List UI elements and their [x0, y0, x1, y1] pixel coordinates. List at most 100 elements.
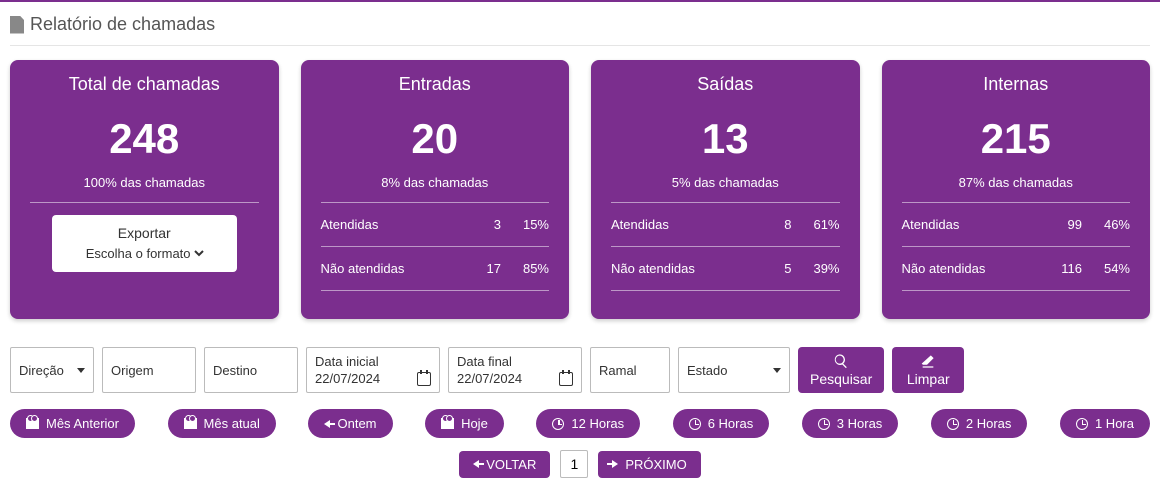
filters-row: Direção Origem Destino Data inicial 22/0… [10, 347, 1150, 393]
divider [30, 202, 259, 203]
clock-icon [947, 418, 959, 430]
card-saidas: Saídas 13 5% das chamadas Atendidas 8 61… [591, 60, 860, 319]
filter-direcao[interactable]: Direção [10, 347, 94, 393]
filter-ramal[interactable]: Ramal [590, 347, 670, 393]
filter-data-final[interactable]: Data final 22/07/2024 [448, 347, 582, 393]
card-total-subtitle: 100% das chamadas [30, 175, 259, 190]
filter-data-inicial-label: Data inicial [315, 354, 431, 369]
stat-pct: 54% [1082, 261, 1130, 276]
filter-destino-label: Destino [213, 363, 289, 378]
filter-data-inicial[interactable]: Data inicial 22/07/2024 [306, 347, 440, 393]
filter-estado-label: Estado [687, 363, 727, 378]
clock-icon [1076, 418, 1088, 430]
export-title: Exportar [60, 225, 229, 241]
card-saidas-title: Saídas [611, 74, 840, 95]
stat-count: 116 [1042, 261, 1082, 276]
calendar-range-icon [441, 418, 454, 429]
stat-label: Atendidas [902, 217, 1043, 232]
stat-pct: 61% [792, 217, 840, 232]
filter-data-inicial-value: 22/07/2024 [315, 371, 380, 386]
card-total-title: Total de chamadas [30, 74, 259, 95]
quick-label: 3 Horas [837, 416, 883, 431]
document-icon [10, 16, 24, 34]
filter-origem[interactable]: Origem [102, 347, 196, 393]
quick-label: Mês Anterior [46, 416, 119, 431]
limpar-button[interactable]: Limpar [892, 347, 964, 393]
stat-pct: 85% [501, 261, 549, 276]
quick-2h[interactable]: 2 Horas [931, 409, 1028, 438]
chevron-down-icon [773, 368, 781, 373]
divider [321, 202, 550, 203]
quick-mes-atual[interactable]: Mês atual [168, 409, 276, 438]
export-box: Exportar Escolha o formato [52, 215, 237, 272]
clock-icon [818, 418, 830, 430]
divider [321, 246, 550, 247]
quick-1h[interactable]: 1 Hora [1060, 409, 1150, 438]
card-internas-atendidas: Atendidas 99 46% [902, 211, 1131, 238]
card-internas-title: Internas [902, 74, 1131, 95]
quick-label: 2 Horas [966, 416, 1012, 431]
card-entradas-subtitle: 8% das chamadas [321, 175, 550, 190]
quick-mes-anterior[interactable]: Mês Anterior [10, 409, 135, 438]
card-entradas-nao-atendidas: Não atendidas 17 85% [321, 255, 550, 282]
pager-proximo-label: PRÓXIMO [625, 457, 686, 472]
filter-data-final-value: 22/07/2024 [457, 371, 522, 386]
stat-count: 99 [1042, 217, 1082, 232]
eraser-icon [920, 353, 936, 369]
filter-data-final-label: Data final [457, 354, 573, 369]
divider [902, 246, 1131, 247]
card-saidas-value: 13 [611, 115, 840, 163]
card-total-value: 248 [30, 115, 259, 163]
card-saidas-subtitle: 5% das chamadas [611, 175, 840, 190]
card-entradas: Entradas 20 8% das chamadas Atendidas 3 … [301, 60, 570, 319]
card-entradas-atendidas: Atendidas 3 15% [321, 211, 550, 238]
stat-pct: 39% [792, 261, 840, 276]
card-total: Total de chamadas 248 100% das chamadas … [10, 60, 279, 319]
stat-label: Atendidas [611, 217, 752, 232]
stat-count: 3 [461, 217, 501, 232]
stat-label: Não atendidas [902, 261, 1043, 276]
quick-label: Mês atual [204, 416, 260, 431]
search-icon [833, 353, 849, 369]
divider [611, 246, 840, 247]
pager-proximo-button[interactable]: PRÓXIMO [598, 451, 700, 478]
chevron-down-icon [77, 368, 85, 373]
stat-label: Não atendidas [611, 261, 752, 276]
quick-label: Hoje [461, 416, 488, 431]
quick-hoje[interactable]: Hoje [425, 409, 504, 438]
card-internas-nao-atendidas: Não atendidas 116 54% [902, 255, 1131, 282]
card-saidas-atendidas: Atendidas 8 61% [611, 211, 840, 238]
stat-count: 5 [752, 261, 792, 276]
filter-ramal-label: Ramal [599, 363, 661, 378]
quick-ontem[interactable]: Ontem [308, 409, 392, 438]
calendar-range-icon [184, 418, 197, 429]
filter-direcao-label: Direção [19, 363, 64, 378]
pager-voltar-label: VOLTAR [486, 457, 536, 472]
card-internas-subtitle: 87% das chamadas [902, 175, 1131, 190]
limpar-label: Limpar [907, 371, 950, 387]
pager: VOLTAR PRÓXIMO [10, 450, 1150, 478]
stat-label: Atendidas [321, 217, 462, 232]
quick-3h[interactable]: 3 Horas [802, 409, 899, 438]
calendar-icon [559, 372, 573, 386]
card-internas-value: 215 [902, 115, 1131, 163]
export-format-select[interactable]: Escolha o formato [82, 245, 207, 262]
page-title-text: Relatório de chamadas [30, 14, 215, 35]
pesquisar-button[interactable]: Pesquisar [798, 347, 884, 393]
quick-label: 1 Hora [1095, 416, 1134, 431]
pager-page-input[interactable] [560, 450, 588, 478]
quick-range-row: Mês Anterior Mês atual Ontem Hoje 12 Hor… [10, 409, 1150, 438]
stat-pct: 15% [501, 217, 549, 232]
quick-12h[interactable]: 12 Horas [536, 409, 640, 438]
arrow-right-icon [612, 460, 618, 468]
filter-estado[interactable]: Estado [678, 347, 790, 393]
filter-destino[interactable]: Destino [204, 347, 298, 393]
calendar-range-icon [26, 418, 39, 429]
quick-6h[interactable]: 6 Horas [673, 409, 770, 438]
card-saidas-nao-atendidas: Não atendidas 5 39% [611, 255, 840, 282]
page-title: Relatório de chamadas [10, 10, 1150, 46]
quick-label: Ontem [337, 416, 376, 431]
pager-voltar-button[interactable]: VOLTAR [459, 451, 550, 478]
calendar-icon [417, 372, 431, 386]
arrow-left-icon [324, 420, 330, 428]
